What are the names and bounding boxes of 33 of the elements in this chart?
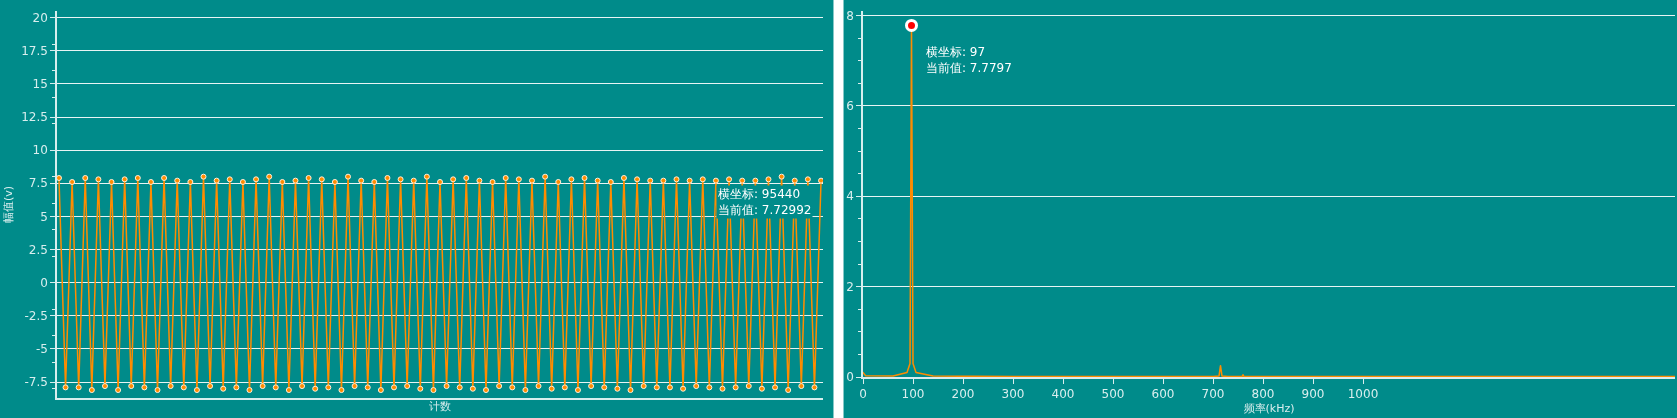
y-tick-label: 8 [846,8,854,23]
x-tick-label: 0 [859,387,867,402]
y-tick-label: 0 [40,275,48,290]
y-axis-title: 幅值(v) [2,185,16,224]
annotation: 横坐标: 95440 当前值: 7.72992 [718,187,812,217]
y-tick-label: 5 [40,209,48,224]
x-tick-label: 300 [1001,387,1025,402]
x-axis-title: 计数 [429,400,451,414]
x-tick-label: 600 [1151,387,1175,402]
x-tick-label: 200 [951,387,975,402]
y-tick-label: 6 [846,99,854,114]
y-tick-label: -5 [35,342,48,357]
x-tick-label: 1000 [1347,387,1379,402]
y-tick-label: 2 [846,279,854,294]
x-tick-label: 800 [1251,387,1275,402]
x-axis-title: 频率(kHz) [1243,401,1295,415]
y-tick-label: -2.5 [24,309,48,324]
y-tick-label: 12.5 [21,110,48,125]
x-tick-label: 100 [901,387,925,402]
x-tick-label: 500 [1101,387,1125,402]
y-tick-label: -7.5 [24,375,48,390]
annotation: 横坐标: 97 当前值: 7.7797 [926,45,1012,75]
y-tick-label: 7.5 [28,176,48,191]
y-tick-label: 20 [32,10,48,25]
x-tick-label: 900 [1301,387,1325,402]
y-tick-label: 2.5 [28,242,48,257]
x-tick-label: 400 [1051,387,1075,402]
y-tick-label: 17.5 [21,43,48,58]
y-tick-label: 10 [32,143,48,158]
y-tick-label: 0 [846,370,854,385]
y-tick-label: 15 [32,77,48,92]
x-tick-label: 700 [1201,387,1225,402]
y-tick-label: 4 [846,189,854,204]
